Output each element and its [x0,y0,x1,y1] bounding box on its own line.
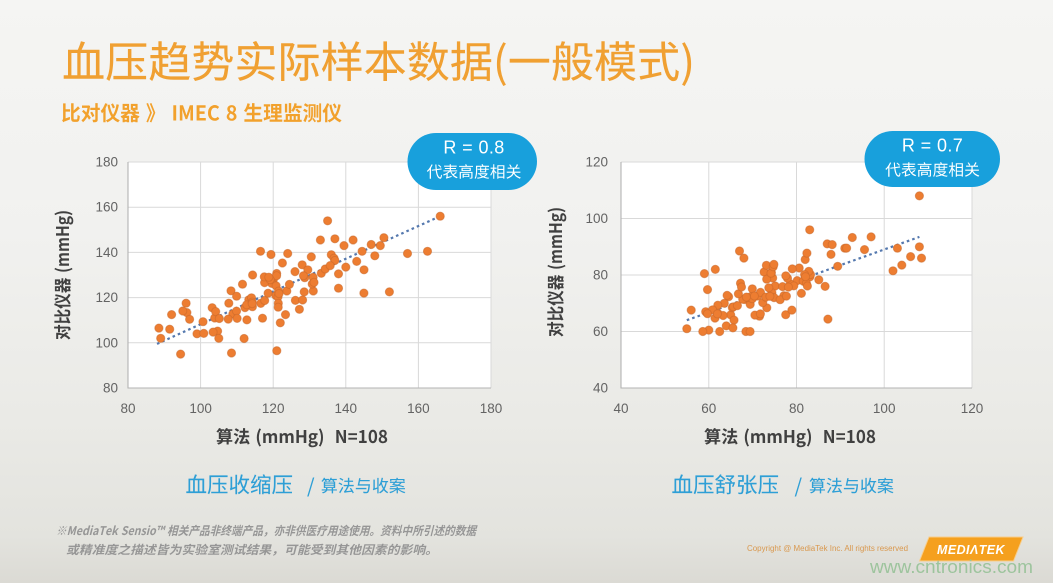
svg-text:120: 120 [585,155,608,170]
svg-text:180: 180 [95,155,118,170]
svg-text:www.cntronics.com: www.cntronics.com [869,556,1033,577]
svg-text:120: 120 [262,401,285,416]
svg-text:60: 60 [593,324,608,339]
svg-text:Copyright @ MediaTek Inc. All: Copyright @ MediaTek Inc. All rights res… [747,544,908,553]
svg-text:R = 0.7: R = 0.7 [902,136,963,156]
svg-text:80: 80 [593,268,608,283]
svg-text:100: 100 [95,335,118,350]
svg-text:100: 100 [189,401,212,416]
svg-text:180: 180 [480,401,503,416]
svg-text:40: 40 [593,381,608,396]
svg-text:140: 140 [335,401,358,416]
svg-text:120: 120 [961,401,984,416]
svg-text:R = 0.8: R = 0.8 [443,138,504,158]
svg-text:140: 140 [95,245,118,260]
svg-text:80: 80 [789,401,804,416]
svg-text:60: 60 [701,401,716,416]
svg-text:100: 100 [585,211,608,226]
svg-text:160: 160 [95,200,118,215]
svg-text:120: 120 [95,290,118,305]
svg-text:80: 80 [103,381,118,396]
svg-text:100: 100 [873,401,896,416]
svg-text:80: 80 [120,401,135,416]
svg-text:160: 160 [407,401,430,416]
svg-text:MEDIΛTEK: MEDIΛTEK [937,542,1006,557]
svg-text:40: 40 [613,401,628,416]
